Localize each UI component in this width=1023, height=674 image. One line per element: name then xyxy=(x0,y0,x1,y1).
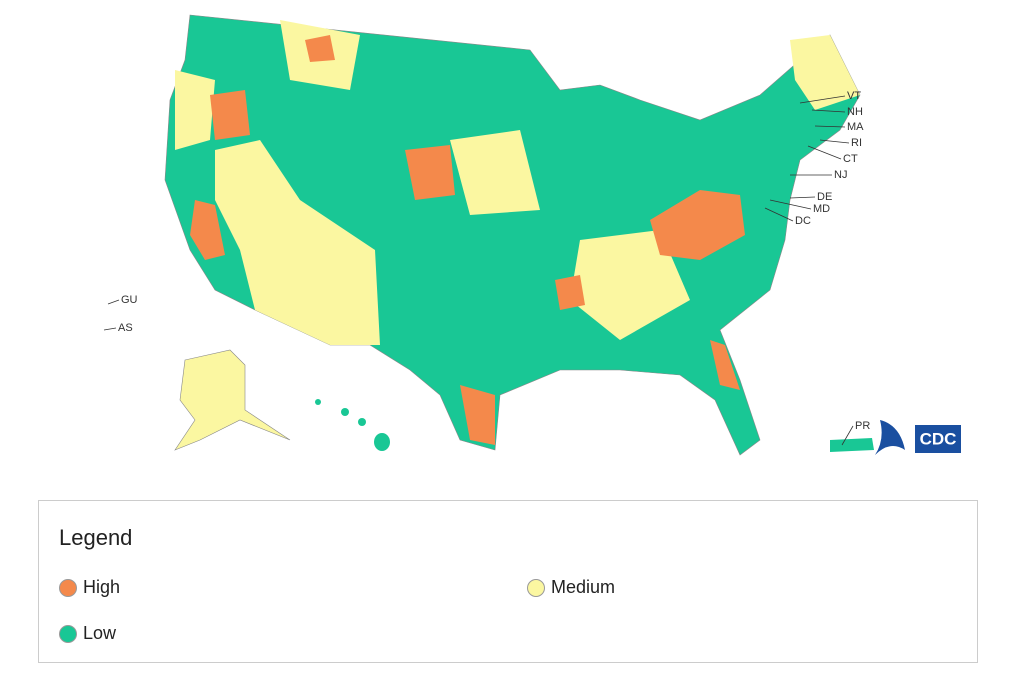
region-label: MD xyxy=(813,203,830,215)
region xyxy=(650,190,745,260)
region xyxy=(450,130,540,215)
legend-label: Medium xyxy=(551,577,616,597)
region-label: MA xyxy=(847,121,864,133)
leader-line xyxy=(103,327,117,331)
hawaii xyxy=(341,408,349,416)
legend: Legend High Medium Low xyxy=(38,500,978,663)
legend-swatch xyxy=(59,578,77,597)
region xyxy=(305,35,335,62)
region-label: NH xyxy=(847,106,863,118)
region-label: PR xyxy=(855,420,870,432)
leader-line xyxy=(811,109,846,113)
leader-line xyxy=(764,207,794,222)
region xyxy=(190,200,225,260)
region xyxy=(210,90,250,140)
region xyxy=(555,275,585,310)
leader-line xyxy=(107,299,120,305)
cdc-logo-text: CDC xyxy=(920,429,957,448)
hawaii xyxy=(358,418,366,426)
legend-item: High xyxy=(59,577,120,598)
region xyxy=(215,140,380,345)
region-label: CT xyxy=(843,153,858,165)
puerto-rico xyxy=(830,438,874,452)
leader-line xyxy=(799,95,846,104)
region xyxy=(710,340,740,390)
hawaii xyxy=(374,433,390,451)
hhs-logo xyxy=(875,420,905,455)
leader-line xyxy=(789,196,816,199)
hawaii xyxy=(315,399,321,405)
leader-line xyxy=(807,145,842,160)
legend-title: Legend xyxy=(59,525,133,550)
legend-item: Medium xyxy=(527,577,615,598)
region-label: AS xyxy=(118,322,133,334)
leader-line xyxy=(819,139,850,144)
legend-item: Low xyxy=(59,623,116,644)
region-label: NJ xyxy=(834,169,847,181)
alaska xyxy=(174,349,291,451)
region xyxy=(460,385,495,445)
region xyxy=(570,230,690,340)
region-label: DE xyxy=(817,191,832,203)
legend-label: High xyxy=(83,577,121,597)
region xyxy=(175,70,215,150)
region-label: RI xyxy=(851,137,862,149)
region xyxy=(405,145,455,200)
legend-label: Low xyxy=(83,623,117,643)
leader-line xyxy=(841,425,854,446)
leader-line xyxy=(814,125,846,128)
region-label: DC xyxy=(795,215,811,227)
region-label: GU xyxy=(121,294,138,306)
legend-swatch xyxy=(59,624,77,643)
leader-line xyxy=(769,199,812,210)
cdc-logo xyxy=(915,425,961,453)
legend-swatch xyxy=(527,578,545,597)
region xyxy=(790,35,860,110)
region-label: VT xyxy=(847,90,861,102)
